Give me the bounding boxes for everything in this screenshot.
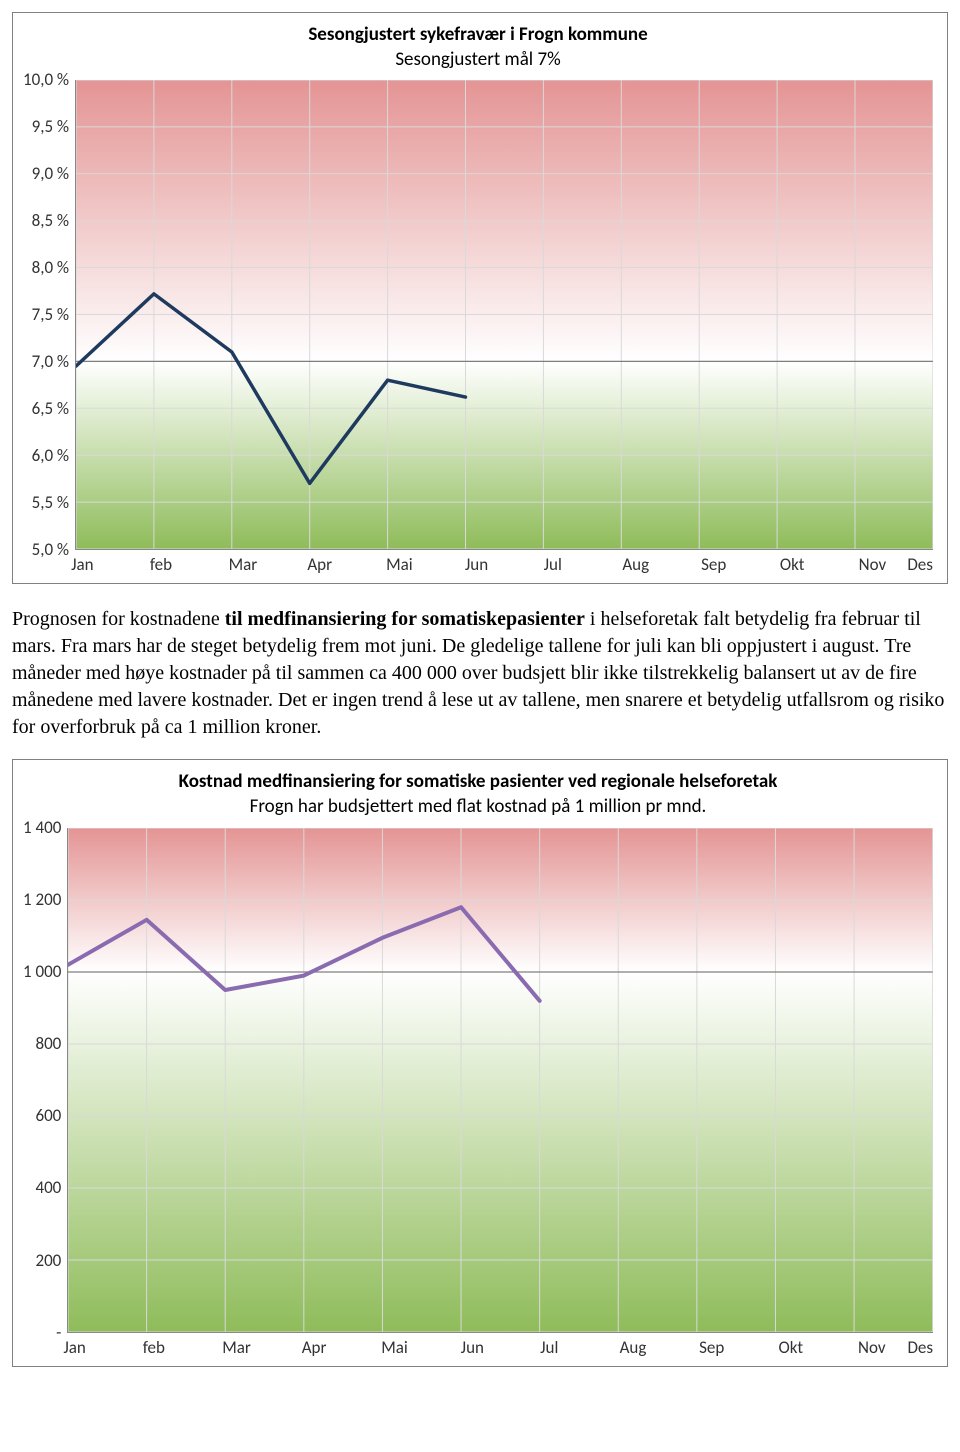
x-tick-label: Jan <box>63 1337 142 1358</box>
chart1-subtitle: Sesongjustert mål 7% <box>23 48 933 73</box>
x-tick-label: Des <box>907 554 933 575</box>
chart-kostnad: Kostnad medfinansiering for somatiske pa… <box>12 759 948 1366</box>
chart2-subtitle: Frogn har budsjettert med flat kostnad p… <box>23 795 933 820</box>
chart1-plot-area <box>75 80 933 550</box>
x-tick-label: Okt <box>780 554 859 575</box>
x-tick-label: Okt <box>779 1337 858 1358</box>
x-tick-label: Jul <box>544 554 623 575</box>
x-tick-label: Des <box>907 1337 933 1358</box>
x-tick-label: Aug <box>622 554 701 575</box>
body-paragraph: Prognosen for kostnadene til medfinansie… <box>12 606 948 741</box>
chart2-plot-area <box>67 828 933 1333</box>
x-tick-label: Sep <box>699 1337 778 1358</box>
x-tick-label: Sep <box>701 554 780 575</box>
x-tick-label: feb <box>143 1337 222 1358</box>
x-tick-label: feb <box>150 554 229 575</box>
x-tick-label: Mai <box>381 1337 460 1358</box>
chart-sykefravaer: Sesongjustert sykefravær i Frogn kommune… <box>12 12 948 584</box>
chart1-y-axis: 10,0 %9,5 %9,0 %8,5 %8,0 %7,5 %7,0 %6,5 … <box>23 80 75 550</box>
chart2-y-axis: 1 4001 2001 000800600400200- <box>23 828 67 1333</box>
x-tick-label: Jan <box>71 554 150 575</box>
chart2-x-axis: JanfebMarAprMaiJunJulAugSepOktNovDes <box>67 1337 933 1358</box>
x-tick-label: Mar <box>222 1337 301 1358</box>
x-tick-label: Jul <box>540 1337 619 1358</box>
x-tick-label: Jun <box>461 1337 540 1358</box>
x-tick-label: Aug <box>620 1337 699 1358</box>
x-tick-label: Mar <box>229 554 308 575</box>
x-tick-label: Jun <box>465 554 544 575</box>
chart2-title: Kostnad medfinansiering for somatiske pa… <box>23 770 933 795</box>
x-tick-label: Apr <box>302 1337 381 1358</box>
chart1-title: Sesongjustert sykefravær i Frogn kommune <box>23 23 933 48</box>
x-tick-label: Mai <box>386 554 465 575</box>
chart1-x-axis: JanfebMarAprMaiJunJulAugSepOktNovDes <box>75 554 933 575</box>
x-tick-label: Apr <box>307 554 386 575</box>
